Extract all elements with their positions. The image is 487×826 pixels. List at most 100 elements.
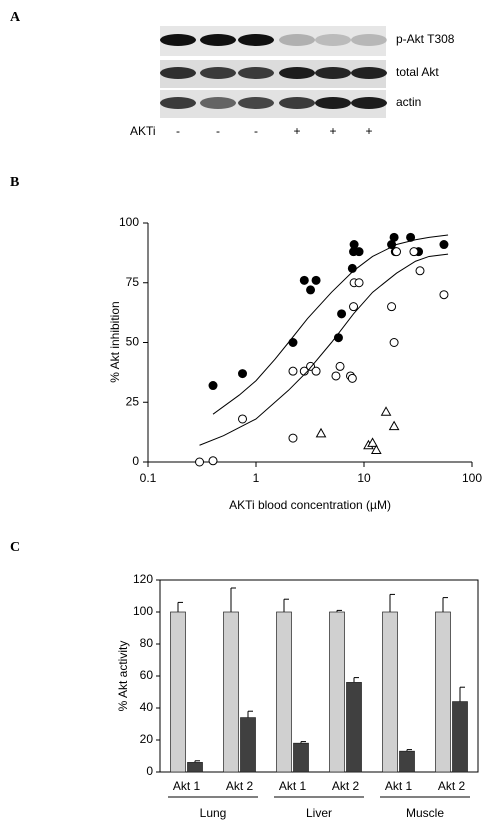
x-tick-label: Akt 1	[385, 779, 413, 793]
group-label: Lung	[200, 806, 227, 820]
y-axis-label: % Akt inhibition	[108, 301, 122, 382]
point	[315, 427, 327, 438]
blot-band	[315, 34, 351, 46]
blot-band	[160, 97, 196, 109]
x-tick-label: Akt 2	[332, 779, 360, 793]
point	[392, 247, 402, 257]
x-axis-label: AKTi blood concentration (µM)	[229, 498, 391, 512]
bar	[329, 611, 345, 773]
point	[439, 240, 449, 250]
blot-band	[238, 97, 274, 109]
blot-band	[238, 67, 274, 79]
blot-band	[315, 97, 351, 109]
point	[354, 247, 364, 257]
bar	[240, 717, 256, 773]
bar	[346, 682, 362, 773]
panel-label: B	[10, 175, 19, 190]
point	[337, 309, 347, 319]
bar	[187, 762, 203, 773]
blot-row-label: actin	[396, 95, 421, 109]
bar	[170, 611, 186, 773]
point	[347, 263, 357, 273]
x-tick-label: Akt 2	[226, 779, 254, 793]
point	[299, 275, 309, 285]
point	[439, 290, 449, 300]
blot-band	[200, 67, 236, 79]
bar	[435, 611, 451, 773]
point	[370, 444, 382, 455]
blot-band	[279, 34, 315, 46]
x-tick-label: 0.1	[140, 471, 157, 485]
bar	[452, 701, 468, 773]
point	[311, 366, 321, 376]
x-tick-label: 1	[253, 471, 260, 485]
lane-sign: +	[329, 124, 336, 138]
blot-band	[238, 34, 274, 46]
point	[409, 247, 419, 257]
point	[208, 381, 218, 391]
group-label: Liver	[306, 806, 332, 820]
blot-band	[351, 97, 387, 109]
point	[299, 366, 309, 376]
point	[335, 361, 345, 371]
point	[387, 302, 397, 312]
blot-band	[315, 67, 351, 79]
y-tick-label: 0	[146, 764, 153, 778]
panel-label: C	[10, 540, 20, 555]
treatment-label: AKTi	[130, 124, 156, 138]
lane-sign: -	[254, 124, 258, 138]
blot-band	[279, 67, 315, 79]
point	[388, 420, 400, 431]
y-tick-label: 25	[126, 394, 140, 408]
plot-frame	[159, 579, 479, 773]
point	[415, 266, 425, 276]
point	[354, 278, 364, 288]
x-tick-label: 10	[357, 471, 371, 485]
y-tick-label: 120	[133, 572, 153, 586]
point	[367, 437, 378, 447]
lane-sign: +	[293, 124, 300, 138]
lane-sign: +	[365, 124, 372, 138]
y-tick-label: 80	[140, 636, 154, 650]
point	[347, 373, 357, 383]
y-tick-label: 0	[132, 454, 139, 468]
bar	[399, 750, 415, 773]
y-tick-label: 50	[126, 335, 140, 349]
fit-curve	[212, 234, 449, 415]
blot-band	[200, 34, 236, 46]
point	[389, 232, 399, 242]
point	[389, 338, 399, 347]
x-tick-label: Akt 2	[438, 779, 466, 793]
fit-curve	[199, 253, 449, 446]
y-tick-label: 20	[140, 732, 154, 746]
x-tick-label: Akt 1	[279, 779, 307, 793]
blot-band	[200, 97, 236, 109]
bar	[223, 611, 239, 773]
point	[238, 369, 248, 379]
point	[311, 275, 321, 285]
panel-label: A	[10, 10, 21, 25]
bar	[276, 611, 292, 773]
point	[306, 285, 316, 295]
y-tick-label: 100	[133, 604, 153, 618]
lane-sign: -	[216, 124, 220, 138]
blot-band	[160, 67, 196, 79]
point	[331, 371, 341, 381]
y-tick-label: 40	[140, 700, 154, 714]
point	[208, 456, 218, 466]
y-axis-label: % Akt activity	[116, 641, 130, 712]
y-tick-label: 75	[126, 275, 140, 289]
blot-row-label: total Akt	[396, 65, 439, 79]
blot-band	[351, 34, 387, 46]
point	[380, 406, 392, 416]
blot-band	[160, 34, 196, 46]
x-tick-label: 100	[462, 471, 482, 485]
group-label: Muscle	[406, 806, 444, 820]
y-tick-label: 100	[119, 215, 139, 229]
point	[288, 433, 298, 443]
blot-band	[279, 97, 315, 109]
x-tick-label: Akt 1	[173, 779, 201, 793]
bar	[382, 611, 398, 773]
point	[288, 366, 298, 376]
point	[349, 240, 359, 250]
